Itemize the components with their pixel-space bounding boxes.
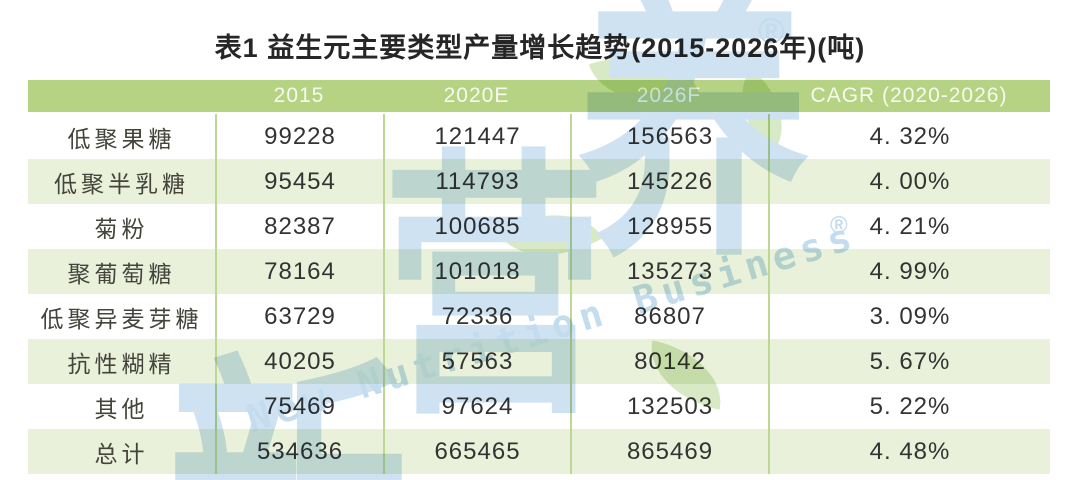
value-cell: 145226 [570,159,768,204]
value-cell: 40205 [215,339,383,384]
value-cell: 99228 [215,114,383,159]
row-label-cell: 抗性糊精 [67,351,176,377]
table-row: 低聚半乳糖 95454 114793 145226 4. 00% [28,159,1050,204]
value-cell: 95454 [215,159,383,204]
row-label-cell: 其他 [94,396,149,422]
row-label-cell: 菊粉 [94,216,149,242]
value-cell: 4. 99% [768,249,1050,294]
value-cell: 128955 [570,204,768,249]
value-cell: 534636 [215,429,383,474]
table-row: 低聚果糖 99228 121447 156563 4. 32% [28,114,1050,159]
column-header-cell: CAGR (2020-2026) [768,80,1050,114]
value-cell: 72336 [383,294,570,339]
column-header-cell: 2026F [570,80,768,114]
value-cell: 63729 [215,294,383,339]
table-header-row: 2015 2020E 2026F CAGR (2020-2026) [28,80,1050,114]
value-cell: 665465 [383,429,570,474]
value-cell: 80142 [570,339,768,384]
value-cell: 121447 [383,114,570,159]
value-cell: 114793 [383,159,570,204]
value-cell: 3. 09% [768,294,1050,339]
value-cell: 78164 [215,249,383,294]
value-cell: 4. 32% [768,114,1050,159]
value-cell: 101018 [383,249,570,294]
table-title: 表1 益生元主要类型产量增长趋势(2015-2026年)(吨) [214,33,866,63]
value-cell: 5. 67% [768,339,1050,384]
value-cell: 5. 22% [768,384,1050,429]
value-cell: 100685 [383,204,570,249]
table-row: 菊粉 82387 100685 128955 4. 21% [28,204,1050,249]
row-label-cell: 总计 [94,441,149,467]
value-cell: 75469 [215,384,383,429]
value-cell: 865469 [570,429,768,474]
table-row: 抗性糊精 40205 57563 80142 5. 67% [28,339,1050,384]
table-row: 低聚异麦芽糖 63729 72336 86807 3. 09% [28,294,1050,339]
row-label-cell: 低聚果糖 [67,126,176,152]
value-cell: 57563 [383,339,570,384]
value-cell: 156563 [570,114,768,159]
production-table: 2015 2020E 2026F CAGR (2020-2026) 低聚果糖 99228… [28,80,1050,474]
column-header-cell: 2020E [383,80,570,114]
row-label-cell: 低聚异麦芽糖 [40,306,203,332]
value-cell: 4. 48% [768,429,1050,474]
table-row: 其他 75469 97624 132503 5. 22% [28,384,1050,429]
row-label-cell: 聚葡萄糖 [67,261,176,287]
value-cell: 135273 [570,249,768,294]
value-cell: 97624 [383,384,570,429]
value-cell: 82387 [215,204,383,249]
value-cell: 4. 00% [768,159,1050,204]
value-cell: 4. 21% [768,204,1050,249]
corner-header-cell [28,80,215,114]
table-row: 聚葡萄糖 78164 101018 135273 4. 99% [28,249,1050,294]
row-label-cell: 低聚半乳糖 [54,171,189,197]
column-header-cell: 2015 [215,80,383,114]
table-row: 总计 534636 665465 865469 4. 48% [28,429,1050,474]
value-cell: 86807 [570,294,768,339]
value-cell: 132503 [570,384,768,429]
